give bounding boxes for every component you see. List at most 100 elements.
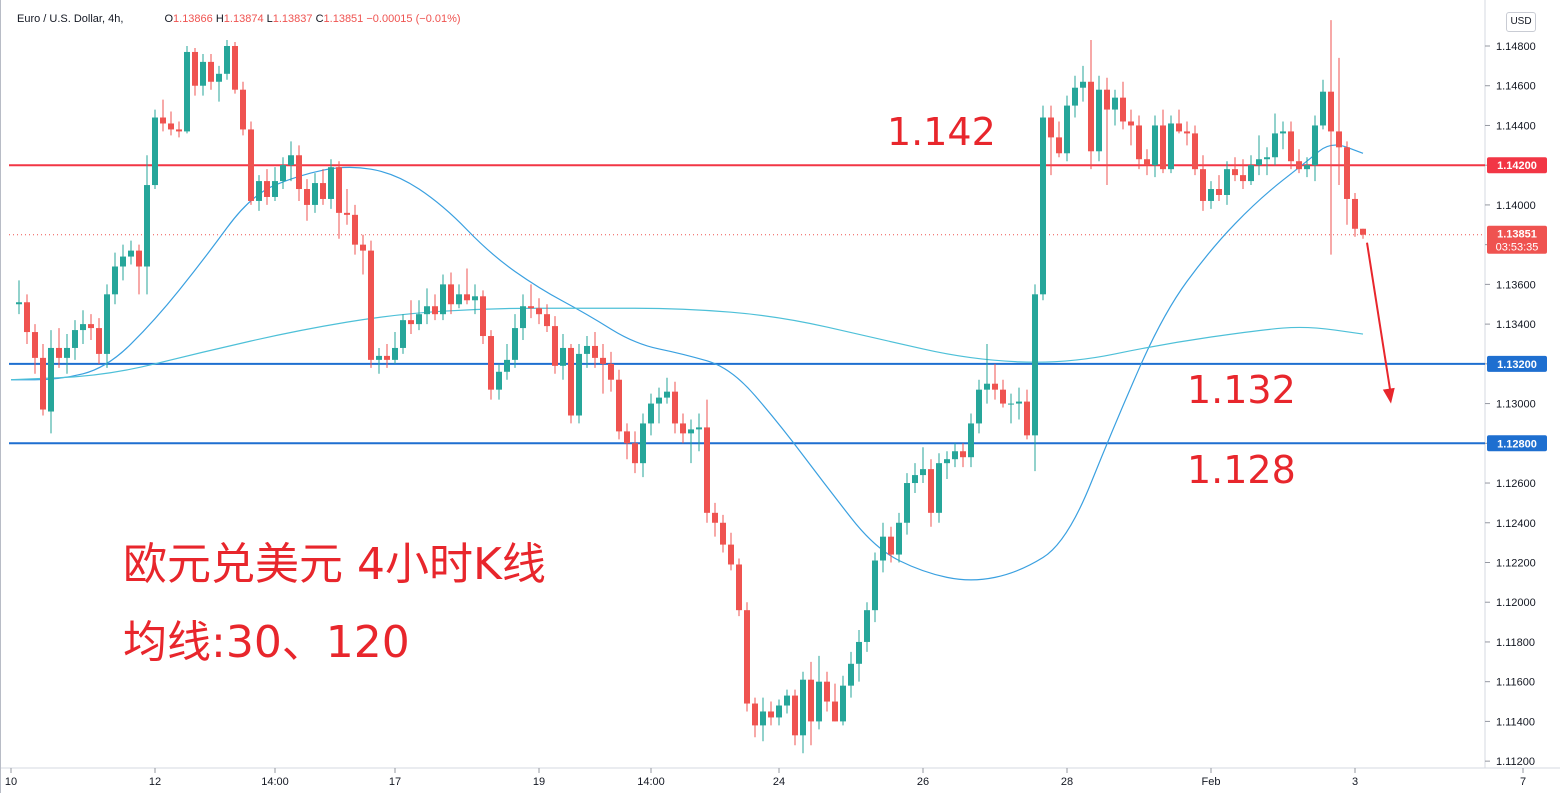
candle-body bbox=[512, 328, 518, 360]
candle-body bbox=[872, 560, 878, 611]
candle-body bbox=[312, 183, 318, 205]
symbol-name: Euro / U.S. Dollar, 4h, bbox=[17, 13, 124, 25]
candle-body bbox=[408, 320, 414, 325]
open-value: 1.13866 bbox=[173, 13, 213, 25]
candle-body bbox=[304, 189, 310, 205]
moving-average-30 bbox=[11, 144, 1364, 581]
candle-body bbox=[568, 347, 574, 416]
candle-body bbox=[1304, 165, 1310, 170]
candle-body bbox=[952, 451, 958, 460]
change-value: −0.00015 (−0.01%) bbox=[366, 13, 461, 25]
y-tick-label: 1.11800 bbox=[1496, 637, 1535, 649]
candle-body bbox=[472, 296, 478, 301]
chart-caption-ma: 均线:30、120 bbox=[123, 617, 410, 668]
candle-body bbox=[840, 685, 846, 722]
candle-body bbox=[1024, 401, 1030, 436]
candle-body bbox=[424, 306, 430, 315]
y-tick-label: 1.11400 bbox=[1496, 716, 1535, 728]
candle-body bbox=[672, 391, 678, 424]
low-value: 1.13837 bbox=[272, 13, 313, 25]
candle-body bbox=[592, 345, 598, 358]
candle-body bbox=[1336, 131, 1342, 148]
candle-body bbox=[1296, 161, 1302, 170]
candle-body bbox=[1080, 81, 1086, 88]
x-tick-label: 17 bbox=[389, 776, 401, 788]
candle-body bbox=[1184, 131, 1190, 134]
candle-body bbox=[256, 181, 262, 201]
candle-body bbox=[616, 379, 622, 432]
candle-body bbox=[984, 383, 990, 390]
last-price-tag bbox=[1487, 225, 1547, 254]
candle-body bbox=[1008, 403, 1014, 405]
candle-body bbox=[120, 256, 126, 267]
candle-body bbox=[232, 46, 238, 90]
candle-body bbox=[80, 324, 86, 331]
x-tick-label: 14:00 bbox=[637, 776, 665, 788]
candle-body bbox=[96, 328, 102, 354]
candle-body bbox=[896, 522, 902, 555]
candle-body bbox=[528, 306, 534, 309]
candle-body bbox=[944, 459, 950, 464]
x-tick-label: 26 bbox=[917, 776, 929, 788]
candle-body bbox=[576, 353, 582, 416]
y-tick-label: 1.14400 bbox=[1496, 120, 1536, 132]
candle-body bbox=[352, 214, 358, 245]
candle-body bbox=[784, 695, 790, 706]
candle-body bbox=[336, 167, 342, 213]
candle-body bbox=[1192, 133, 1198, 170]
candle-body bbox=[736, 564, 742, 611]
candle-body bbox=[1136, 125, 1142, 160]
candle-body bbox=[928, 469, 934, 513]
candle-body bbox=[560, 347, 566, 366]
bar-countdown-label: 03:53:35 bbox=[1496, 242, 1539, 254]
candle-body bbox=[1232, 169, 1238, 176]
candle-body bbox=[544, 314, 550, 327]
candle-body bbox=[704, 427, 710, 513]
candle-body bbox=[416, 314, 422, 325]
candle-body bbox=[24, 302, 30, 333]
candle-body bbox=[720, 522, 726, 545]
candle-body bbox=[48, 347, 54, 412]
candle-body bbox=[1360, 228, 1366, 235]
last-price-label: 1.13851 bbox=[1497, 229, 1537, 241]
candle-body bbox=[1208, 189, 1214, 201]
candle-body bbox=[248, 129, 254, 201]
ohlc-values: O1.13866 H1.13874 L1.13837 C1.13851 −0.0… bbox=[164, 13, 460, 25]
candle-body bbox=[240, 89, 246, 130]
y-tick-label: 1.12600 bbox=[1496, 478, 1536, 490]
candle-body bbox=[128, 250, 134, 257]
candle-body bbox=[632, 443, 638, 464]
level-price-label: 1.13200 bbox=[1497, 359, 1537, 371]
candle-body bbox=[1120, 97, 1126, 122]
candle-body bbox=[264, 181, 270, 197]
y-tick-label: 1.13400 bbox=[1496, 319, 1536, 331]
candle-body bbox=[160, 117, 166, 124]
candle-body bbox=[1168, 123, 1174, 170]
candle-body bbox=[1280, 131, 1286, 134]
candle-body bbox=[680, 423, 686, 434]
candle-body bbox=[488, 336, 494, 390]
x-tick-label: 28 bbox=[1061, 776, 1073, 788]
candle-body bbox=[1072, 87, 1078, 106]
candle-body bbox=[1096, 89, 1102, 152]
candle-body bbox=[1032, 294, 1038, 436]
y-tick-label: 1.14000 bbox=[1496, 200, 1536, 212]
candle-body bbox=[504, 359, 510, 372]
candle-body bbox=[456, 294, 462, 305]
annotation-level-1128: 1.128 bbox=[1187, 448, 1296, 492]
candle-body bbox=[88, 324, 94, 329]
candle-body bbox=[624, 431, 630, 444]
forecast-arrow-shaft bbox=[1366, 242, 1392, 396]
level-price-tag bbox=[1487, 435, 1547, 452]
forecast-arrow-head bbox=[1382, 387, 1395, 404]
candle-body bbox=[328, 167, 334, 199]
candle-body bbox=[152, 117, 158, 186]
currency-badge[interactable]: USD bbox=[1506, 12, 1536, 32]
candle-body bbox=[392, 347, 398, 360]
annotation-level-1132: 1.132 bbox=[1187, 368, 1296, 412]
candle-body bbox=[400, 320, 406, 348]
candle-body bbox=[1216, 189, 1222, 195]
y-tick-label: 1.11600 bbox=[1496, 677, 1535, 689]
